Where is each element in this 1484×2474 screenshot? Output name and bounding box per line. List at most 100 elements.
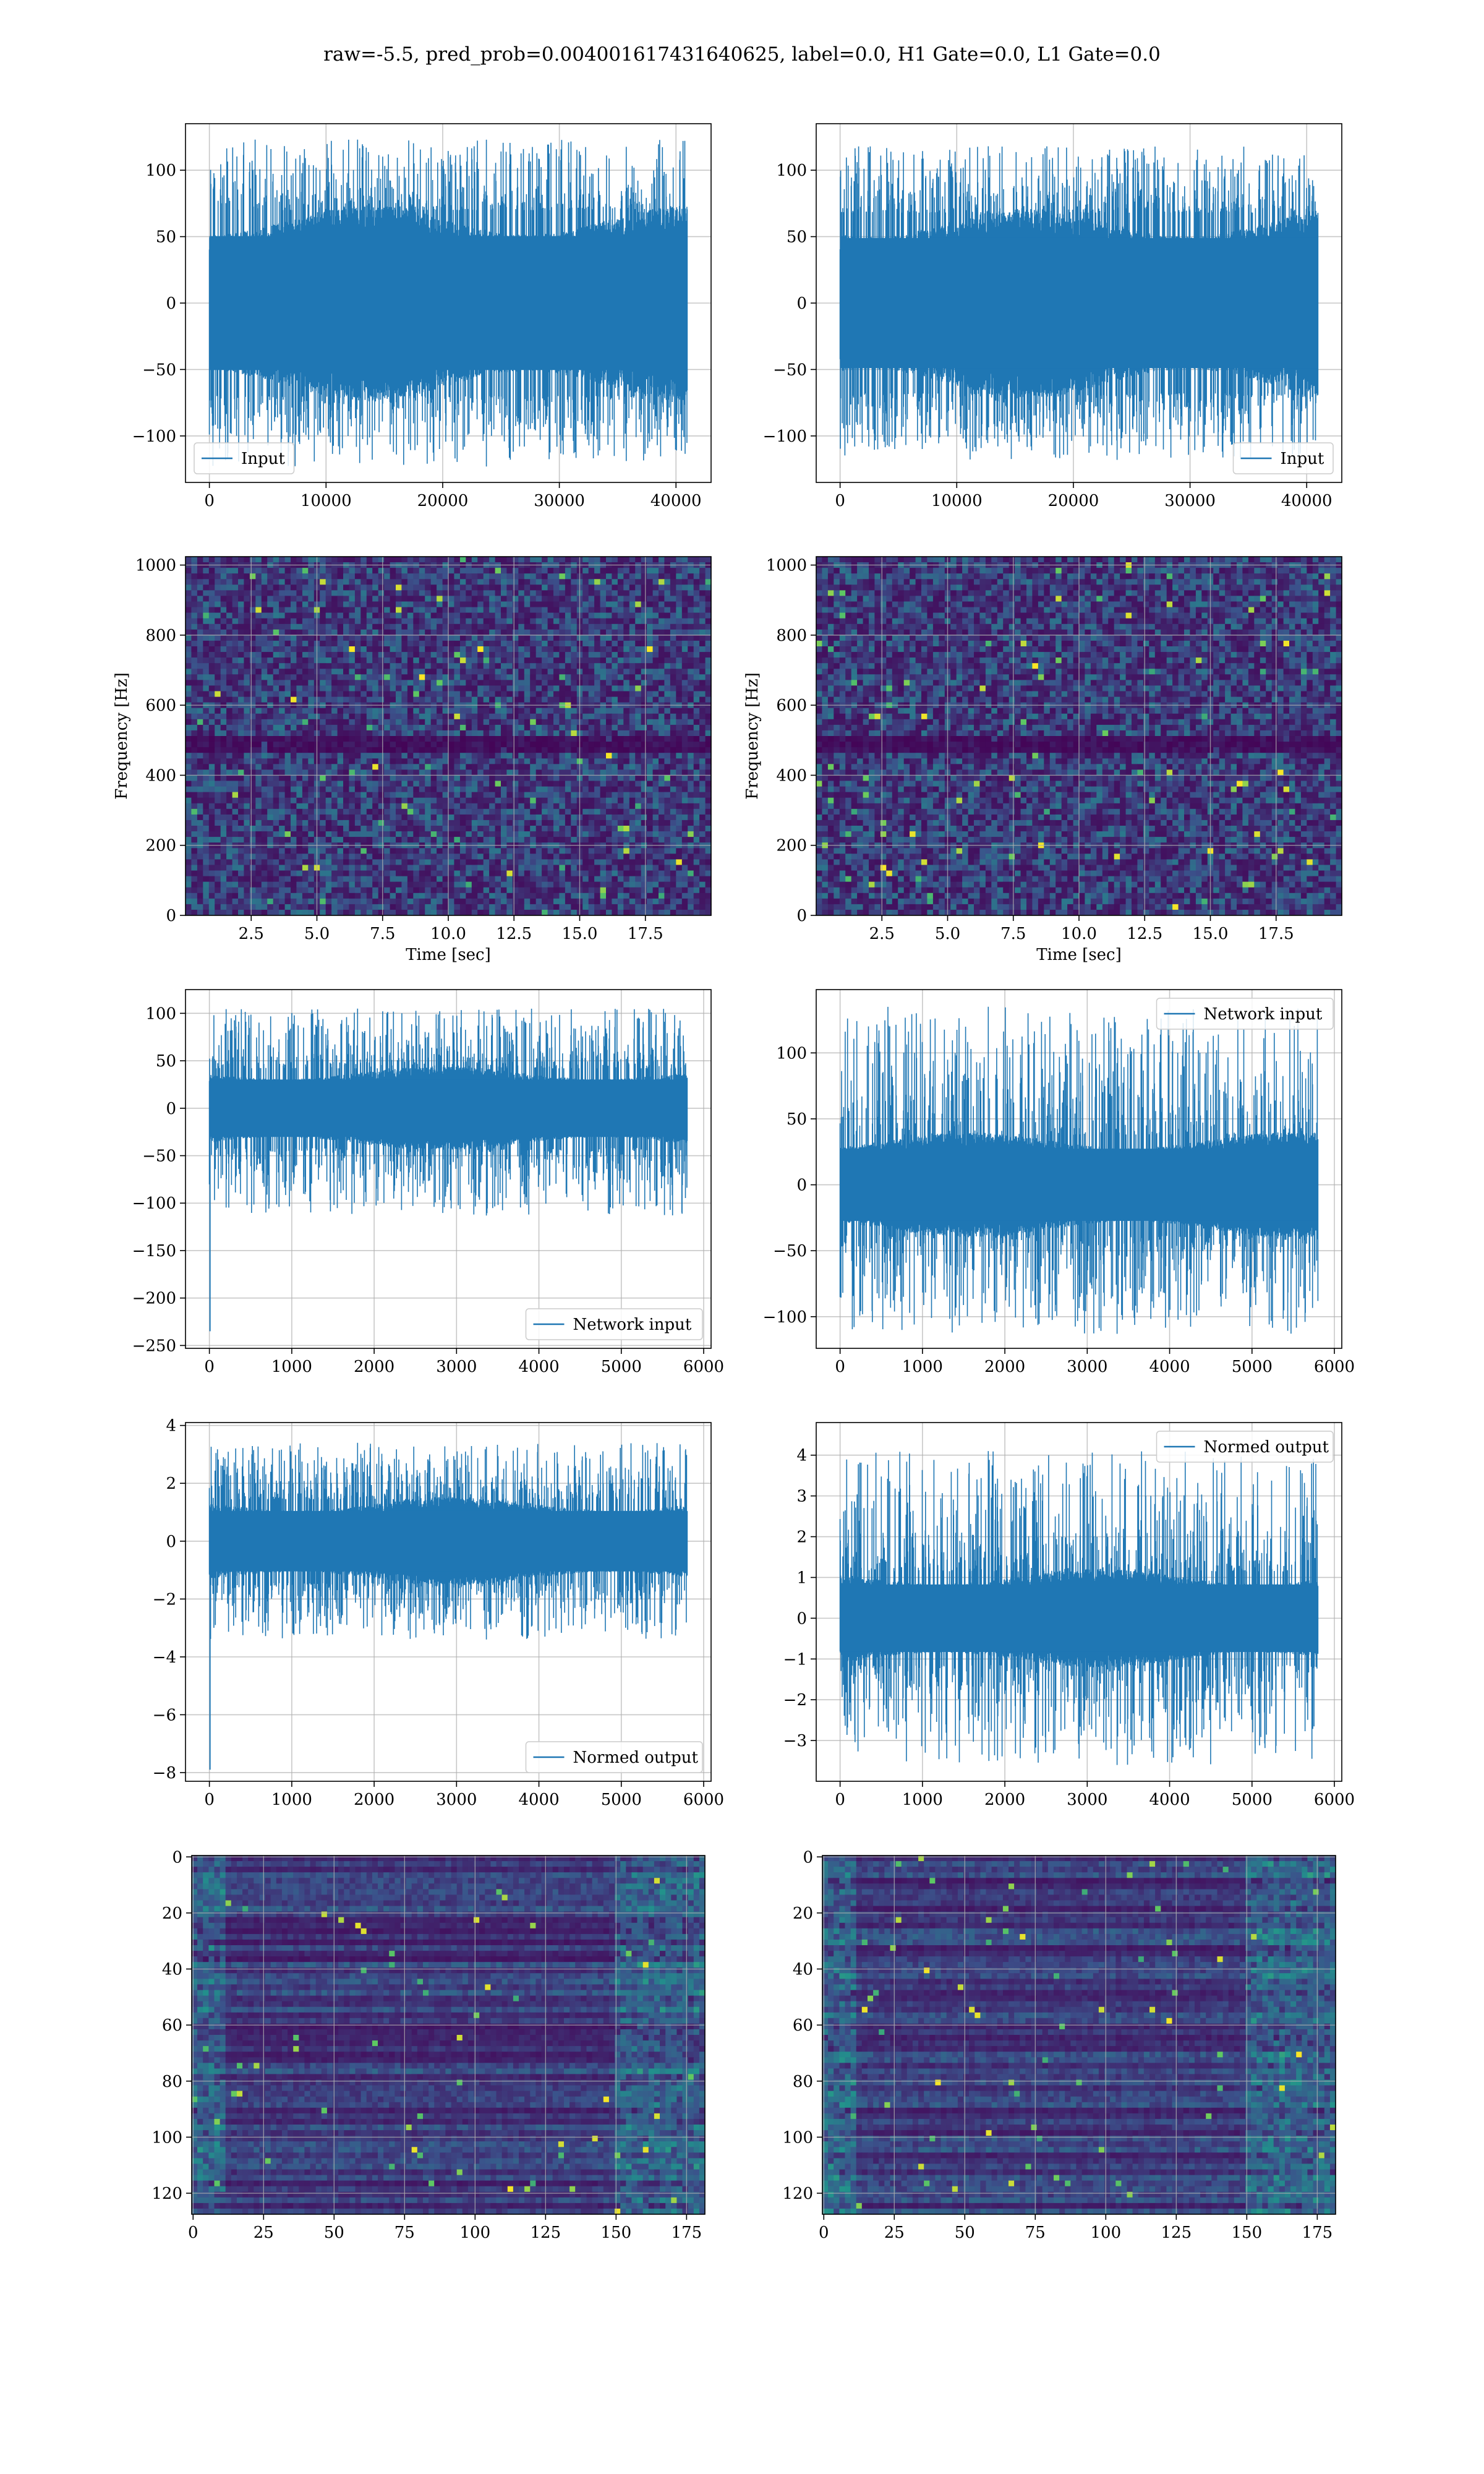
x-tick-label: 5.0 (935, 925, 960, 943)
x-tick-label: 10000 (301, 492, 352, 510)
y-tick-label: 1 (796, 1569, 807, 1587)
y-tick-label: 2 (796, 1528, 807, 1547)
x-tick-label: 12.5 (496, 925, 532, 943)
plot-l1_spectrogram: 2.5 5.0 7.5 10.0 12.5 15.0 17.5020040060080010… (743, 557, 1342, 964)
series-core-band (210, 1511, 688, 1572)
y-tick-label: −4 (153, 1648, 176, 1667)
y-tick-label: 800 (776, 627, 807, 645)
y-tick-label: −250 (132, 1337, 176, 1355)
y-tick-label: 20 (162, 1904, 182, 1923)
y-tick-label: 40 (793, 1961, 813, 1979)
x-axis-label: Time [sec] (406, 946, 491, 964)
x-tick-label: 5000 (1232, 1358, 1273, 1376)
x-tick-label: 4000 (518, 1358, 559, 1376)
series-l1_normed_output (840, 1451, 1318, 1765)
legend-label: Normed output (573, 1748, 699, 1767)
series-core-band (840, 238, 1318, 368)
x-tick-label: 3000 (436, 1791, 477, 1809)
y-tick-label: −3 (783, 1732, 807, 1750)
y-tick-label: −100 (763, 1308, 807, 1327)
series-l1_input (840, 147, 1318, 460)
legend-label: Normed output (1204, 1438, 1329, 1457)
y-tick-label: 0 (796, 1609, 807, 1628)
y-tick-label: −2 (783, 1691, 807, 1710)
x-tick-label: 30000 (1164, 492, 1216, 510)
y-tick-label: 1000 (135, 557, 176, 575)
x-tick-label: 2000 (984, 1791, 1025, 1809)
series-h1_input (210, 140, 688, 466)
series-core-band (210, 236, 688, 370)
x-tick-label: 175 (1302, 2224, 1333, 2242)
x-tick-label: 10000 (931, 492, 983, 510)
x-tick-label: 20000 (1048, 492, 1099, 510)
y-tick-label: 60 (793, 2016, 813, 2035)
plot-l1_network_input: 0 1000 2000 3000 4000 5000 6000−100−50050100Ne… (763, 990, 1355, 1376)
x-tick-label: 5000 (601, 1358, 642, 1376)
x-tick-label: 1000 (271, 1791, 312, 1809)
x-tick-label: 7.5 (370, 925, 395, 943)
y-tick-label: 100 (145, 1004, 176, 1023)
y-tick-label: −150 (132, 1242, 176, 1261)
x-tick-label: 1000 (902, 1791, 943, 1809)
x-tick-label: 15.0 (562, 925, 598, 943)
y-tick-label: −8 (153, 1764, 176, 1783)
x-tick-label: 100 (460, 2224, 491, 2242)
x-tick-label: 25 (254, 2224, 274, 2242)
x-tick-label: 0 (204, 1358, 215, 1376)
legend-label: Network input (1204, 1005, 1323, 1024)
y-tick-label: 600 (145, 696, 176, 715)
x-tick-label: 12.5 (1127, 925, 1162, 943)
y-tick-label: 200 (776, 837, 807, 855)
y-tick-label: 60 (162, 2016, 182, 2035)
y-tick-label: −50 (773, 361, 807, 379)
x-tick-label: 10.0 (1061, 925, 1097, 943)
x-tick-label: 1000 (271, 1358, 312, 1376)
y-tick-label: 0 (172, 1848, 182, 1867)
y-tick-label: 50 (156, 1052, 176, 1071)
y-tick-label: 100 (151, 2128, 182, 2147)
y-tick-label: 0 (803, 1848, 813, 1867)
heatmap-cells (192, 1856, 706, 2215)
x-tick-label: 3000 (1067, 1791, 1107, 1809)
x-tick-label: 0 (188, 2224, 198, 2242)
x-tick-label: 50 (955, 2224, 975, 2242)
x-tick-label: 5000 (601, 1791, 642, 1809)
y-tick-label: 50 (787, 228, 807, 247)
x-tick-label: 150 (601, 2224, 632, 2242)
y-tick-label: 0 (796, 907, 807, 925)
series-core-band (840, 1585, 1318, 1652)
x-tick-label: 40000 (650, 492, 702, 510)
y-tick-label: 4 (166, 1417, 176, 1436)
x-tick-label: 175 (672, 2224, 702, 2242)
x-tick-label: 6000 (1314, 1791, 1355, 1809)
legend-label: Input (241, 450, 285, 468)
x-tick-label: 2.5 (239, 925, 264, 943)
y-tick-label: 20 (793, 1904, 813, 1923)
x-tick-label: 6000 (683, 1791, 724, 1809)
heatmap-cells (822, 1856, 1336, 2215)
x-tick-label: 0 (835, 492, 845, 510)
x-tick-label: 2.5 (869, 925, 895, 943)
y-tick-label: 100 (776, 1044, 807, 1063)
y-tick-label: 2 (166, 1475, 176, 1493)
y-tick-label: 120 (151, 2185, 182, 2203)
x-tick-label: 0 (835, 1791, 845, 1809)
x-tick-label: 125 (531, 2224, 561, 2242)
y-tick-label: −1 (783, 1650, 807, 1669)
y-tick-label: 0 (166, 1533, 176, 1551)
x-tick-label: 75 (1025, 2224, 1046, 2242)
y-axis-label: Frequency [Hz] (113, 672, 131, 800)
y-tick-label: 0 (166, 907, 176, 925)
x-axis-label: Time [sec] (1036, 946, 1122, 964)
x-tick-label: 10.0 (430, 925, 466, 943)
y-tick-label: 100 (782, 2128, 813, 2147)
x-tick-label: 15.0 (1193, 925, 1229, 943)
y-tick-label: −100 (132, 1194, 176, 1213)
y-tick-label: 100 (145, 161, 176, 180)
x-tick-label: 0 (204, 1791, 215, 1809)
y-tick-label: −50 (142, 1147, 176, 1166)
x-tick-label: 2000 (354, 1358, 394, 1376)
x-tick-label: 2000 (984, 1358, 1025, 1376)
y-tick-label: −50 (142, 361, 176, 379)
